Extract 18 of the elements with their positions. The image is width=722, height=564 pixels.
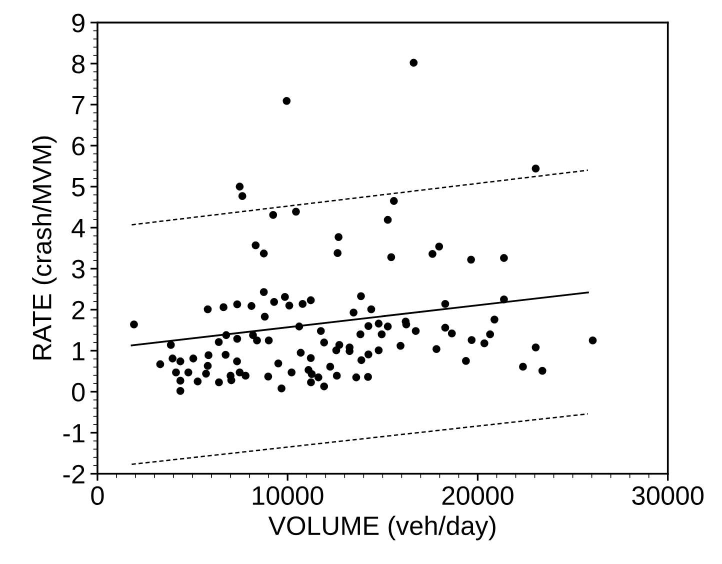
- x-axis-title: VOLUME (veh/day): [268, 516, 496, 540]
- y-tick-label: 4: [72, 219, 85, 238]
- y-tick-label: 1: [73, 342, 84, 360]
- y-tick-label: 5: [72, 178, 85, 196]
- y-tick-label: -1: [63, 424, 84, 442]
- x-tick-label: 20000: [442, 486, 514, 505]
- y-tick-label: 2: [72, 300, 84, 320]
- y-tick-label: 8: [72, 54, 85, 74]
- y-tick-label: 9: [72, 14, 84, 32]
- y-tick-label: 7: [72, 96, 84, 114]
- x-tick-label: 30000: [632, 486, 704, 505]
- x-tick-label: 0: [91, 486, 104, 505]
- y-axis-title: RATE (crash/MVM): [32, 136, 57, 360]
- x-tick-label: 10000: [252, 486, 324, 505]
- y-tick-label: 3: [72, 260, 85, 278]
- y-tick-label: -2: [63, 464, 84, 484]
- y-tick-label: 6: [72, 136, 85, 156]
- y-tick-label: 0: [72, 382, 85, 402]
